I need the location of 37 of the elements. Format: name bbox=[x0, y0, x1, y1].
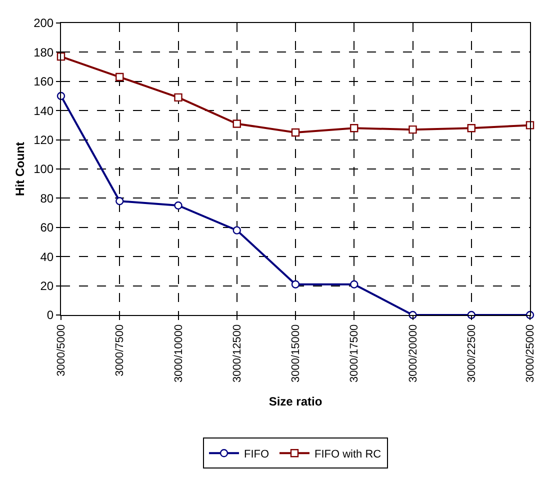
point bbox=[116, 197, 124, 206]
y-tick-label: 20 bbox=[40, 279, 54, 293]
x-tick-label: 3000/15000 bbox=[290, 324, 302, 383]
point bbox=[350, 124, 358, 132]
point bbox=[291, 280, 300, 288]
point bbox=[408, 125, 417, 134]
y-tick-label: 120 bbox=[34, 133, 54, 147]
y-tick-label: 80 bbox=[40, 191, 54, 206]
legend-label: FIFO bbox=[244, 448, 270, 460]
y-tick-label: 0 bbox=[46, 308, 54, 322]
y-axis-title: Hit Count bbox=[12, 142, 27, 196]
point bbox=[116, 72, 124, 82]
point bbox=[526, 121, 534, 130]
y-tick-label: 60 bbox=[40, 220, 54, 235]
y-tick-label: 140 bbox=[34, 104, 54, 118]
x-tick-label: 3000/22500 bbox=[466, 324, 478, 383]
point bbox=[291, 128, 300, 137]
x-tick-label: 3000/25000 bbox=[524, 324, 537, 383]
x-tick-label: 3000/20000 bbox=[407, 324, 420, 383]
point bbox=[350, 280, 358, 288]
x-tick-label: 3000/7500 bbox=[114, 324, 126, 376]
x-axis-title: Size ratio bbox=[268, 394, 322, 408]
x-tick-label: 3000/10000 bbox=[172, 324, 185, 383]
y-tick-label: 160 bbox=[34, 74, 54, 89]
point bbox=[232, 120, 241, 128]
point bbox=[174, 93, 182, 102]
point bbox=[174, 201, 182, 210]
x-tick-label: 3000/5000 bbox=[56, 324, 68, 376]
y-tick-label: 100 bbox=[34, 162, 54, 176]
y-tick-label: 200 bbox=[34, 16, 54, 30]
legend-label: FIFO with RC bbox=[314, 448, 382, 460]
point bbox=[232, 226, 241, 234]
x-tick-label: 3000/12500 bbox=[231, 324, 244, 383]
point bbox=[467, 124, 476, 132]
y-tick-label: 40 bbox=[40, 250, 54, 264]
x-tick-label: 3000/17500 bbox=[348, 324, 361, 383]
y-tick-label: 180 bbox=[34, 45, 54, 60]
